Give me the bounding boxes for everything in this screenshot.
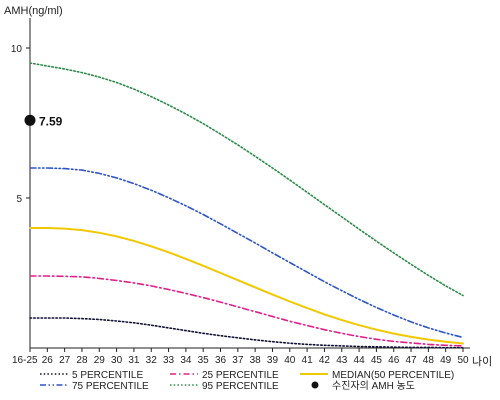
y-ticks: 5 10 (11, 44, 30, 205)
x-tick-label: 43 (336, 355, 348, 366)
series-line-95-percentile (29, 62, 464, 297)
legend-marker-patient (311, 381, 319, 389)
x-tick-label: 35 (198, 355, 210, 366)
legend-label: 95 PERCENTILE (202, 381, 279, 392)
y-tick-label: 10 (11, 44, 23, 55)
x-tick-label: 38 (250, 355, 262, 366)
legend-label: MEDIAN(50 PERCENTILE) (332, 370, 454, 381)
series-lines (29, 62, 464, 349)
x-tick-label: 46 (388, 355, 400, 366)
series-line-median-50-percentile (29, 227, 464, 345)
x-tick-label: 47 (405, 355, 417, 366)
y-tick-label: 5 (16, 194, 22, 205)
x-tick-label: 49 (440, 355, 452, 366)
x-tick-label: 16-25 (12, 355, 38, 366)
x-tick-label: 41 (302, 355, 314, 366)
series-line-75-percentile (29, 167, 464, 339)
legend: 5 PERCENTILE 25 PERCENTILE MEDIAN(50 PERCE… (40, 370, 454, 392)
x-tick-label: 30 (111, 355, 123, 366)
x-axis-title: 나이 (472, 355, 492, 368)
series-line-25-percentile (29, 275, 464, 347)
x-tick-label: 34 (180, 355, 192, 366)
legend-label: 5 PERCENTILE (72, 370, 143, 381)
x-tick-label: 40 (284, 355, 296, 366)
x-tick-label: 37 (232, 355, 244, 366)
patient-marker-group: 7.59 (24, 114, 63, 128)
x-tick-label: 39 (267, 355, 279, 366)
legend-label: 수진자의 AMH 농도 (332, 380, 415, 392)
x-tick-label: 33 (163, 355, 175, 366)
patient-value-label: 7.59 (39, 114, 63, 128)
x-tick-label: 44 (354, 355, 366, 366)
x-tick-label: 28 (76, 355, 88, 366)
legend-label: 25 PERCENTILE (202, 370, 279, 381)
x-tick-label: 27 (59, 355, 71, 366)
x-tick-label: 50 (457, 355, 469, 366)
x-tick-label: 26 (42, 355, 54, 366)
series-line-5-percentile (29, 317, 464, 349)
x-tick-label: 48 (423, 355, 435, 366)
patient-marker (24, 114, 36, 126)
x-tick-label: 29 (94, 355, 106, 366)
y-axis-title: AMH(ng/ml) (4, 5, 63, 17)
legend-label: 75 PERCENTILE (72, 381, 149, 392)
x-tick-label: 42 (319, 355, 331, 366)
x-tick-label: 32 (146, 355, 158, 366)
x-tick-label: 36 (215, 355, 227, 366)
x-ticks: 16-25 26 27 28 29 30 31 32 33 34 35 36 37 38 39 40 41 42 4… (12, 348, 469, 366)
x-tick-label: 45 (371, 355, 383, 366)
x-tick-label: 31 (128, 355, 140, 366)
